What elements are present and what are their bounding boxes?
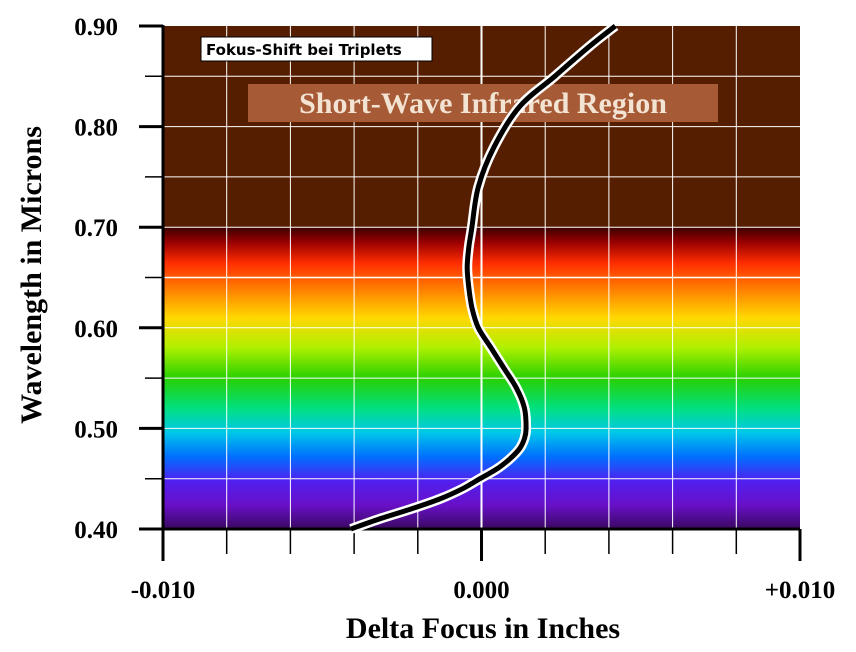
y-tick-label: 0.50 bbox=[74, 416, 118, 443]
y-tick-label: 0.40 bbox=[74, 517, 118, 544]
curve-line bbox=[350, 24, 617, 532]
x-axis-title: Delta Focus in Inches bbox=[346, 612, 620, 645]
annotation-box bbox=[248, 84, 718, 122]
y-axis-title: Wavelength in Microns bbox=[15, 126, 48, 424]
x-tick-label: +0.010 bbox=[765, 577, 836, 604]
y-tick-label: 0.60 bbox=[74, 316, 118, 343]
x-tick-label: -0.010 bbox=[131, 577, 196, 604]
y-tick-label: 0.90 bbox=[74, 14, 118, 41]
y-axis-ticks: 0.40 0.50 0.60 0.70 0.80 0.90 bbox=[74, 14, 163, 544]
focus-shift-curve bbox=[349, 22, 619, 534]
legend-box bbox=[200, 36, 433, 62]
x-tick-label: 0.000 bbox=[453, 577, 509, 604]
legend-label: Fokus-Shift bei Triplets bbox=[206, 41, 402, 59]
legend: Fokus-Shift bei Triplets bbox=[200, 36, 433, 62]
annotation: Short-Wave Infrared Region bbox=[248, 84, 718, 122]
x-axis-ticks: -0.010 0.000 +0.010 bbox=[131, 529, 836, 604]
plot-area bbox=[163, 26, 800, 529]
annotation-label: Short-Wave Infrared Region bbox=[299, 87, 667, 120]
y-tick-label: 0.80 bbox=[74, 115, 118, 142]
y-tick-label: 0.70 bbox=[74, 215, 118, 242]
